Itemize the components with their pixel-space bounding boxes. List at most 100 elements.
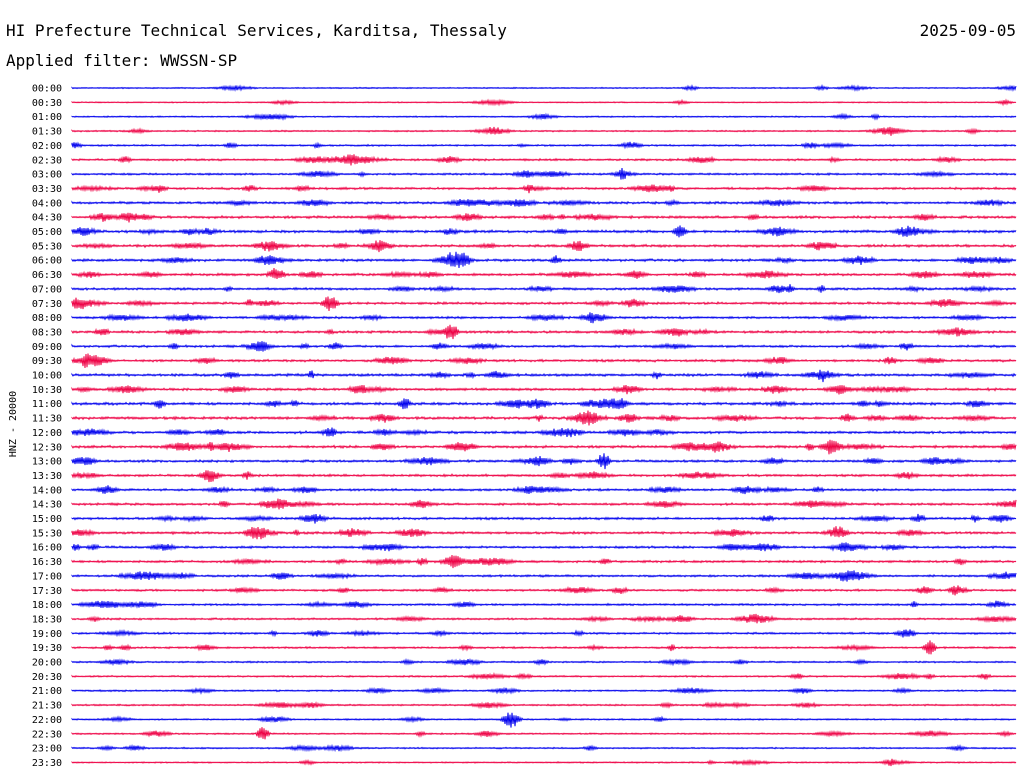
row-time-label: 16:00	[32, 543, 62, 554]
seismic-trace-1300	[71, 453, 1017, 470]
seismic-trace-1900	[71, 629, 1017, 638]
row-time-label: 11:00	[32, 399, 62, 410]
row-time-label: 08:30	[32, 327, 62, 338]
row-time-label: 20:00	[32, 658, 62, 669]
seismic-trace-0200	[71, 141, 1017, 150]
chart-date: 2025-09-05	[920, 21, 1016, 40]
row-time-label: 09:30	[32, 356, 62, 367]
row-time-label: 19:00	[32, 629, 62, 640]
row-time-label: 06:00	[32, 256, 62, 267]
row-time-label: 05:30	[32, 241, 62, 252]
seismic-trace-0930	[71, 353, 1017, 368]
chart-title: HI Prefecture Technical Services, Kardit…	[6, 21, 507, 40]
y-axis-label: HNZ - 20000	[8, 391, 19, 457]
row-time-label: 10:30	[32, 385, 62, 396]
seismic-trace-2300	[71, 743, 1017, 753]
seismic-trace-2030	[71, 672, 1017, 681]
seismic-trace-0130	[71, 126, 1017, 136]
row-time-label: 15:00	[32, 514, 62, 525]
seismic-trace-0030	[71, 98, 1017, 107]
seismic-trace-0000	[71, 84, 1017, 92]
row-time-label: 04:30	[32, 213, 62, 224]
seismic-trace-0430	[71, 212, 1017, 223]
row-time-label: 21:30	[32, 701, 62, 712]
row-time-label: 07:00	[32, 284, 62, 295]
seismic-trace-2100	[71, 686, 1017, 695]
seismic-trace-1500	[71, 513, 1017, 524]
seismic-trace-1230	[71, 439, 1017, 455]
seismic-trace-1930	[71, 640, 1017, 655]
seismic-trace-0630	[71, 267, 1017, 279]
row-time-label: 03:30	[32, 184, 62, 195]
row-time-label: 02:00	[32, 141, 62, 152]
row-time-label: 17:30	[32, 586, 62, 597]
seismic-trace-1030	[71, 384, 1017, 395]
filter-label: Applied filter: WWSSN-SP	[6, 51, 237, 70]
row-time-label: 23:30	[32, 758, 62, 769]
seismic-trace-1330	[71, 470, 1017, 483]
seismic-trace-1000	[71, 369, 1017, 383]
row-time-label: 16:30	[32, 557, 62, 568]
row-time-label: 12:00	[32, 428, 62, 439]
row-time-label: 13:30	[32, 471, 62, 482]
seismic-trace-1800	[71, 600, 1017, 609]
seismic-trace-0330	[71, 184, 1017, 194]
seismic-trace-1830	[71, 613, 1017, 624]
seismic-trace-0530	[71, 240, 1017, 253]
seismic-trace-2200	[71, 712, 1017, 728]
row-time-label: 15:30	[32, 528, 62, 539]
seismic-trace-2330	[71, 758, 1017, 767]
seismic-trace-1730	[71, 585, 1017, 596]
seismic-trace-1430	[71, 498, 1017, 510]
row-time-label: 22:30	[32, 729, 62, 740]
row-time-label: 05:00	[32, 227, 62, 238]
seismic-trace-0730	[71, 296, 1017, 312]
row-time-label: 18:30	[32, 614, 62, 625]
seismic-trace-1530	[71, 526, 1017, 540]
row-time-label: 13:00	[32, 457, 62, 468]
row-time-label: 01:00	[32, 112, 62, 123]
row-time-label: 22:00	[32, 715, 62, 726]
row-time-label: 00:30	[32, 98, 62, 109]
seismic-trace-1200	[71, 427, 1017, 438]
row-time-label: 20:30	[32, 672, 62, 683]
row-time-label: 01:30	[32, 127, 62, 138]
seismic-trace-1100	[71, 398, 1017, 410]
seismic-trace-0300	[71, 168, 1017, 180]
seismic-trace-0830	[71, 324, 1017, 340]
row-time-label: 03:00	[32, 170, 62, 181]
trace-rows: 00:00 00:30 01:00 01:30 02:00 02:30 03:00 03:30…	[32, 84, 1017, 769]
seismic-trace-1400	[71, 485, 1017, 495]
row-time-label: 02:30	[32, 155, 62, 166]
row-time-label: 11:30	[32, 414, 62, 425]
row-time-label: 09:00	[32, 342, 62, 353]
row-time-label: 23:00	[32, 744, 62, 755]
seismic-trace-0230	[71, 154, 1017, 166]
seismic-trace-0800	[71, 312, 1017, 324]
row-time-label: 14:30	[32, 500, 62, 511]
row-time-label: 07:30	[32, 299, 62, 310]
row-time-label: 04:00	[32, 198, 62, 209]
seismic-trace-2230	[71, 727, 1017, 740]
seismic-trace-1130	[71, 410, 1017, 426]
row-time-label: 19:30	[32, 643, 62, 654]
seismic-trace-0900	[71, 341, 1017, 352]
row-time-label: 00:00	[32, 84, 62, 95]
seismic-trace-0500	[71, 225, 1017, 238]
seismic-trace-1600	[71, 542, 1017, 552]
seismic-trace-1630	[71, 555, 1017, 569]
seismic-trace-0700	[71, 284, 1017, 294]
row-time-label: 06:30	[32, 270, 62, 281]
seismic-trace-1700	[71, 570, 1017, 582]
row-time-label: 18:00	[32, 600, 62, 611]
row-time-label: 10:00	[32, 371, 62, 382]
row-time-label: 14:00	[32, 485, 62, 496]
seismic-trace-2130	[71, 701, 1017, 710]
row-time-label: 08:00	[32, 313, 62, 324]
row-time-label: 12:30	[32, 442, 62, 453]
seismic-trace-2000	[71, 658, 1017, 667]
row-time-label: 21:00	[32, 686, 62, 697]
seismic-trace-0100	[71, 112, 1017, 121]
seismic-trace-0600	[71, 251, 1017, 268]
